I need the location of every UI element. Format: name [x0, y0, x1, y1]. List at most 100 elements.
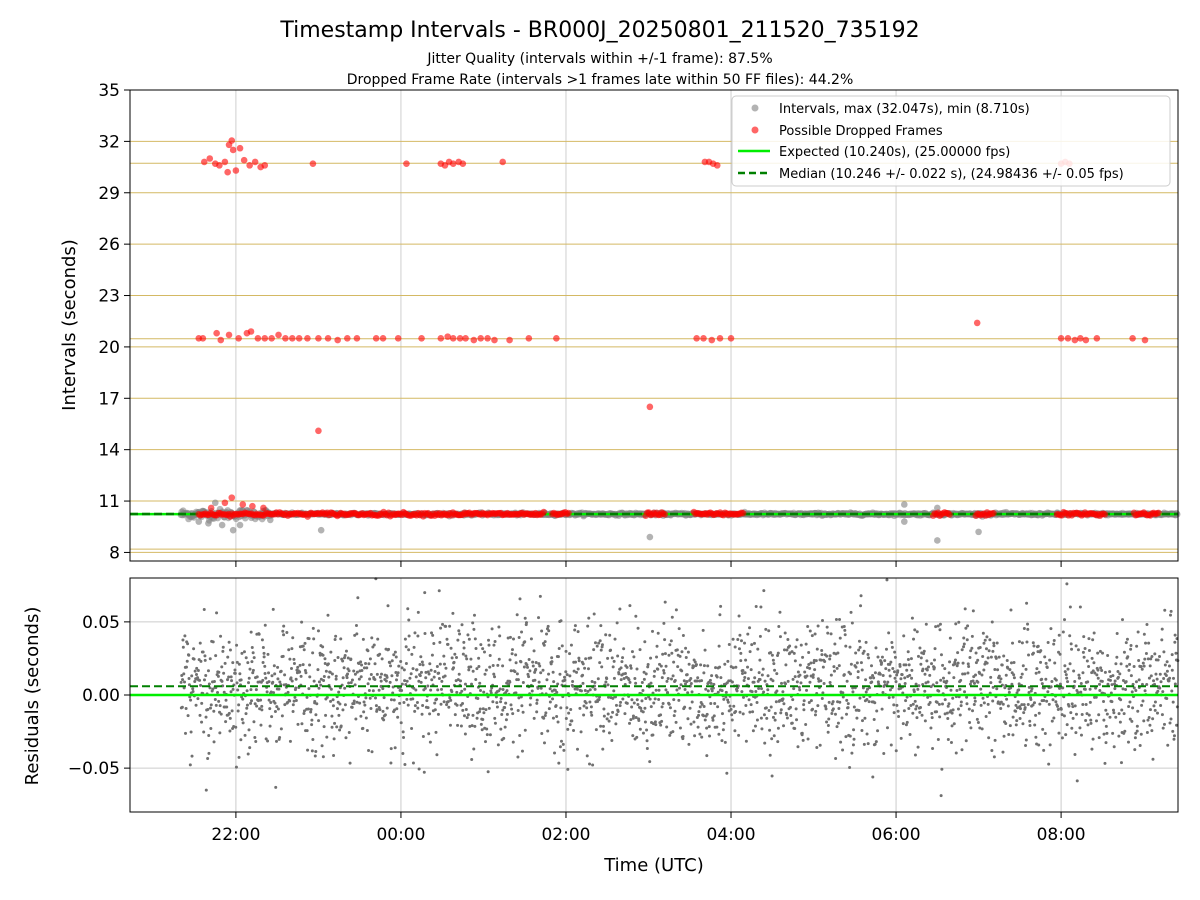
- residual-point: [515, 613, 519, 617]
- chart-subtitle-jitter: Jitter Quality (intervals within +/-1 fr…: [426, 51, 772, 67]
- residual-point: [313, 700, 317, 704]
- residual-point: [1144, 641, 1148, 645]
- residual-point: [1009, 608, 1013, 612]
- residual-point: [656, 631, 660, 635]
- residual-point: [958, 687, 962, 691]
- dropped-point: [228, 494, 236, 501]
- residual-point: [251, 668, 255, 672]
- residual-point: [1134, 680, 1138, 684]
- residual-point: [1087, 713, 1091, 717]
- residual-point: [273, 701, 277, 705]
- residual-point: [253, 735, 257, 739]
- residual-point: [374, 704, 378, 708]
- residual-point: [721, 728, 725, 732]
- residual-point: [700, 679, 704, 683]
- residual-point: [326, 662, 330, 666]
- residual-point: [694, 663, 698, 667]
- residual-point: [844, 644, 848, 648]
- residual-point: [546, 729, 550, 733]
- residual-point: [995, 687, 999, 691]
- residual-point: [1002, 654, 1006, 658]
- residual-point: [505, 712, 509, 716]
- residual-point: [250, 645, 254, 649]
- residual-point: [294, 686, 298, 690]
- residual-point: [1150, 654, 1154, 658]
- residual-point: [1151, 717, 1155, 721]
- residual-point: [442, 654, 446, 658]
- dropped-point: [206, 155, 214, 162]
- residual-point: [538, 594, 542, 598]
- residual-point: [1100, 679, 1104, 683]
- residual-point: [1102, 718, 1106, 722]
- residual-point: [493, 716, 497, 720]
- residual-point: [266, 739, 270, 743]
- residual-point: [840, 716, 844, 720]
- residual-point: [1022, 711, 1026, 715]
- residual-point: [834, 756, 838, 760]
- residual-point: [347, 681, 351, 685]
- residual-point: [689, 677, 693, 681]
- residual-point: [649, 681, 653, 685]
- residual-point: [423, 632, 427, 636]
- residual-point: [582, 713, 586, 717]
- residual-point: [960, 648, 964, 652]
- residual-point: [420, 712, 424, 716]
- residual-point: [1105, 731, 1109, 735]
- residual-point: [360, 669, 364, 673]
- residual-point: [753, 676, 757, 680]
- residual-point: [919, 662, 923, 666]
- residual-point: [785, 713, 789, 717]
- residual-point: [364, 716, 368, 720]
- residual-point: [632, 701, 636, 705]
- residual-point: [753, 724, 757, 728]
- residual-point: [354, 624, 358, 628]
- dropped-point: [221, 158, 229, 166]
- residual-point: [477, 664, 481, 668]
- dropped-point: [228, 137, 236, 144]
- intervals-y-tick-label: 23: [98, 287, 120, 307]
- dropped-point: [1101, 510, 1109, 518]
- residual-point: [1099, 666, 1103, 670]
- residual-point: [629, 718, 633, 722]
- residual-point: [532, 649, 536, 653]
- residual-point: [593, 681, 597, 685]
- residual-point: [605, 717, 609, 721]
- residual-point: [827, 717, 831, 721]
- residual-point: [1167, 664, 1171, 668]
- residual-point: [548, 687, 552, 691]
- residual-point: [310, 749, 314, 753]
- residual-point: [1070, 702, 1074, 706]
- residual-point: [231, 661, 235, 665]
- residual-point: [836, 651, 840, 655]
- residual-point: [499, 697, 503, 701]
- residual-point: [501, 687, 505, 691]
- residual-point: [1066, 667, 1070, 671]
- residual-point: [334, 674, 338, 678]
- residual-point: [292, 699, 296, 703]
- residual-point: [411, 761, 415, 765]
- residual-point: [492, 672, 496, 676]
- residual-point: [456, 723, 460, 727]
- residual-point: [277, 687, 281, 691]
- residual-point: [1095, 719, 1099, 723]
- residual-point: [1034, 713, 1038, 717]
- residual-point: [423, 686, 427, 690]
- chart-subtitle-dropped: Dropped Frame Rate (intervals >1 frames …: [347, 72, 854, 88]
- residual-point: [1087, 637, 1091, 641]
- residual-point: [892, 711, 896, 715]
- residual-point: [355, 632, 359, 636]
- residual-point: [1090, 656, 1094, 660]
- residual-point: [887, 696, 891, 700]
- residual-point: [634, 614, 638, 618]
- residual-point: [564, 670, 568, 674]
- residual-point: [803, 670, 807, 674]
- residual-point: [209, 726, 213, 730]
- residual-point: [316, 629, 320, 633]
- residual-point: [200, 701, 204, 705]
- residual-point: [1031, 641, 1035, 645]
- residual-point: [968, 655, 972, 659]
- residual-point: [926, 680, 930, 684]
- residual-point: [903, 681, 907, 685]
- residual-point: [1129, 674, 1133, 678]
- residual-point: [786, 679, 790, 683]
